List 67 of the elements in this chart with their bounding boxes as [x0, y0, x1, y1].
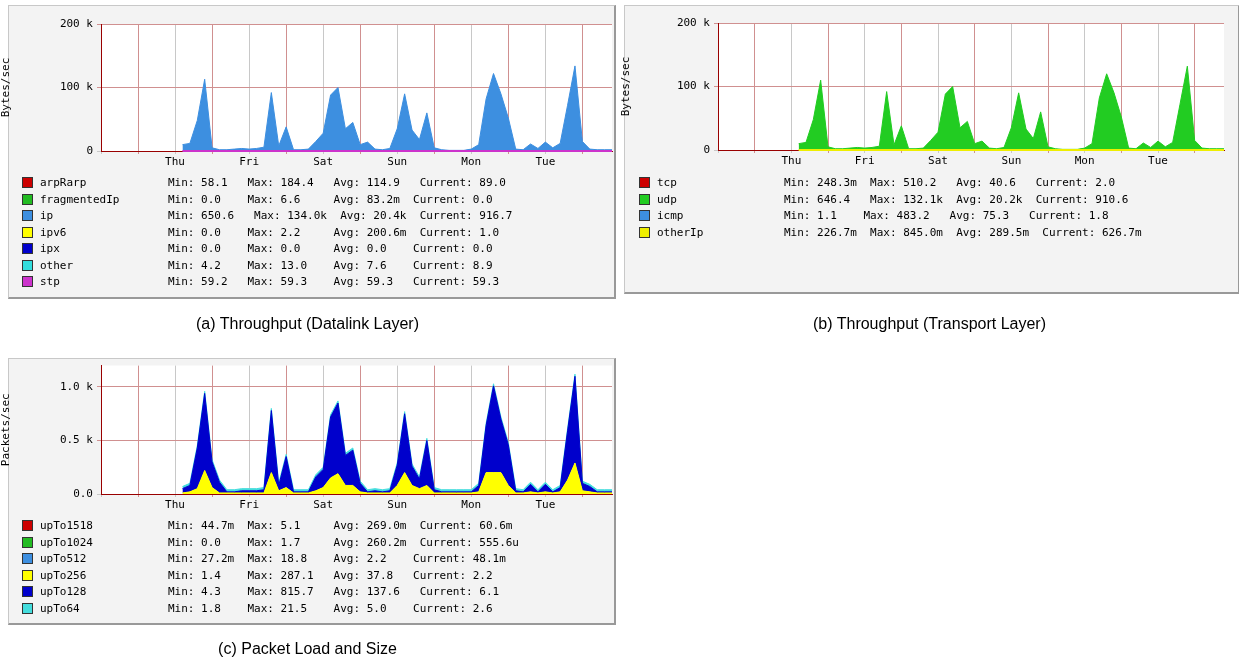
x-tick-label: Sun	[1001, 154, 1022, 168]
y-tick-label: 200 k	[59, 16, 94, 30]
text: Min: 248.3m Max: 510.2 Avg: 40.6 Current: 2.0	[784, 176, 1116, 189]
x-tick-label: Thu	[165, 498, 185, 512]
legend-label: otherIp	[657, 225, 704, 239]
text: Min: 0.0 Max: 1.7 Avg: 260.2m Current: 555.6u	[168, 535, 519, 549]
x-tick-label: Sat	[313, 498, 334, 512]
x-tick-label: Sat	[928, 154, 948, 168]
x-tick-label: Fri	[239, 155, 260, 169]
y-tick-label: 100 k	[676, 79, 711, 93]
y-tick-label: 0	[86, 143, 93, 157]
x-tick-label: Mon	[1074, 154, 1095, 168]
text: Min: 1.4 Max: 287.1 Avg: 37.8 Current: 2.2	[168, 568, 493, 582]
legend-label: upTo256	[40, 568, 87, 582]
text: Min: 59.2 Max: 59.3 Avg: 59.3 Current: 59.3	[168, 275, 500, 288]
x-tick-label: Thu	[781, 154, 802, 168]
x-tick-label: Sun	[387, 155, 408, 169]
text: (a) Throughput (Datalink Layer)	[195, 315, 420, 333]
text: Min: 650.6 Max: 134.0k Avg: 20.4k Current: 916.7	[168, 209, 513, 222]
text: Min: 1.8 Max: 21.5 Avg: 5.0 Current: 2.6	[168, 601, 493, 615]
text: Min: 0.0 Max: 2.2 Avg: 200.6m Current: 1.0	[168, 225, 500, 239]
y-tick-label: 0.5 k	[59, 433, 94, 447]
y-tick-label: 0	[703, 142, 710, 156]
x-tick-label: Sun	[387, 498, 408, 512]
legend-label: fragmentedIp	[40, 192, 120, 206]
x-tick-label: Thu	[165, 155, 185, 169]
y-axis-title: Bytes/sec	[0, 57, 13, 118]
y-axis-title: Packets/sec	[0, 393, 13, 467]
legend-label: upTo512	[40, 552, 87, 565]
legend-label: upTo64	[40, 601, 80, 615]
text: Min: 44.7m Max: 5.1 Avg: 269.0m Current: 60.6m	[168, 519, 513, 532]
text: Min: 0.0 Max: 6.6 Avg: 83.2m Current: 0.0	[168, 192, 493, 206]
text: Min: 226.7m Max: 845.0m Avg: 289.5m Current: 626.7m	[784, 225, 1142, 239]
text: Min: 646.4 Max: 132.1k Avg: 20.2k Current: 910.6	[784, 192, 1129, 206]
y-tick-label: 1.0 k	[59, 379, 94, 393]
legend-label: upTo1518	[40, 519, 93, 532]
legend-label: stp	[40, 275, 60, 288]
x-tick-label: Tue	[1148, 154, 1168, 168]
text: Min: 58.1 Max: 184.4 Avg: 114.9 Current: 89.0	[168, 176, 506, 189]
legend-label: arpRarp	[40, 176, 87, 189]
text: Min: 4.2 Max: 13.0 Avg: 7.6 Current: 8.9	[168, 258, 493, 272]
legend-label: icmp	[657, 209, 684, 222]
legend-label: udp	[657, 192, 677, 206]
text: Min: 27.2m Max: 18.8 Avg: 2.2 Current: 48.1m	[168, 552, 506, 565]
legend-label: ipx	[40, 242, 60, 255]
text: (b) Throughput (Transport Layer)	[812, 315, 1047, 333]
y-tick-label: 100 k	[59, 80, 94, 94]
x-tick-label: Mon	[461, 155, 482, 169]
x-tick-label: Tue	[535, 498, 556, 512]
text: Min: 1.1 Max: 483.2 Avg: 75.3 Current: 1.8	[784, 209, 1109, 222]
legend-label: tcp	[657, 176, 677, 189]
x-tick-label: Fri	[239, 498, 260, 512]
legend-label: upTo128	[40, 585, 87, 598]
text: (c) Packet Load and Size	[217, 640, 398, 658]
x-tick-label: Mon	[461, 498, 482, 512]
legend-label: other	[40, 258, 74, 272]
y-tick-label: 0.0	[73, 486, 93, 500]
text: Min: 0.0 Max: 0.0 Avg: 0.0 Current: 0.0	[168, 242, 493, 255]
y-tick-label: 200 k	[676, 15, 711, 29]
y-axis-title: Bytes/sec	[619, 56, 633, 117]
legend-label: ip	[40, 209, 54, 222]
x-tick-label: Sat	[313, 155, 334, 169]
text: Min: 4.3 Max: 815.7 Avg: 137.6 Current: 6.1	[168, 585, 500, 598]
x-tick-label: Tue	[535, 155, 556, 169]
legend-label: ipv6	[40, 225, 67, 239]
x-tick-label: Fri	[854, 154, 875, 168]
legend-label: upTo1024	[40, 535, 93, 549]
